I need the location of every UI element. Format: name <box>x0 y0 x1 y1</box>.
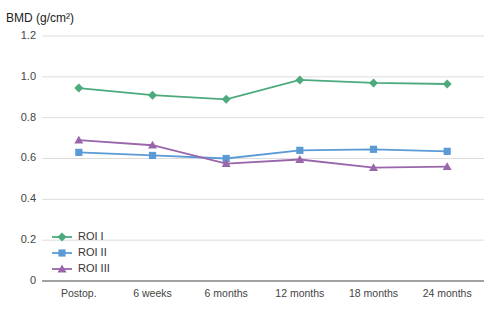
data-point <box>222 159 231 167</box>
data-point <box>74 84 83 93</box>
grid-line <box>42 36 484 37</box>
x-tick-label: 6 months <box>205 287 248 299</box>
data-point <box>369 78 378 87</box>
data-point <box>443 79 452 88</box>
legend-marker <box>58 265 67 273</box>
series-line <box>79 80 447 99</box>
grid-line <box>42 117 484 118</box>
plot-area <box>74 75 451 171</box>
legend-label: ROI I <box>78 230 104 242</box>
legend-label: ROI II <box>78 246 107 258</box>
data-point <box>295 75 304 84</box>
grid-line <box>42 240 484 241</box>
legend-marker <box>58 249 65 256</box>
grid-line <box>42 281 484 282</box>
y-tick-label: 1.2 <box>21 29 36 41</box>
series-line <box>79 140 447 168</box>
x-tick-label: 6 weeks <box>133 287 172 299</box>
x-tick-label: 12 months <box>275 287 324 299</box>
data-point <box>443 162 452 170</box>
series-line <box>79 149 447 158</box>
y-tick-label: 1.0 <box>21 70 36 82</box>
grid-line <box>42 158 484 159</box>
data-point <box>444 148 451 155</box>
x-tick-label: Postop. <box>61 287 97 299</box>
data-point <box>222 95 231 104</box>
legend-label: ROI III <box>78 262 110 274</box>
data-point <box>369 163 378 171</box>
grid <box>42 36 484 281</box>
data-point <box>370 146 377 153</box>
y-tick-label: 0.8 <box>21 111 36 123</box>
grid-line <box>42 76 484 77</box>
data-point <box>148 91 157 100</box>
data-point <box>148 141 157 149</box>
y-axis-label: BMD (g/cm²) <box>6 11 74 25</box>
legend: ROI I ROI II ROI III <box>52 230 110 274</box>
x-tick-label: 24 months <box>423 287 472 299</box>
grid-line <box>42 199 484 200</box>
chart: 0 0.2 0.4 0.6 0.8 1.0 1.2 Postop. 6 weeks 6 month… <box>0 0 500 311</box>
y-tick-label: 0.6 <box>21 151 36 163</box>
data-point <box>295 155 304 163</box>
legend-marker <box>58 233 67 242</box>
x-tick-label: 18 months <box>349 287 398 299</box>
data-point <box>296 147 303 154</box>
data-point <box>75 149 82 156</box>
y-tick-label: 0.2 <box>21 233 36 245</box>
data-point <box>74 136 83 144</box>
y-tick-label: 0 <box>30 274 36 286</box>
x-axis-line <box>42 281 484 282</box>
y-tick-label: 0.4 <box>21 192 36 204</box>
data-point <box>149 152 156 159</box>
